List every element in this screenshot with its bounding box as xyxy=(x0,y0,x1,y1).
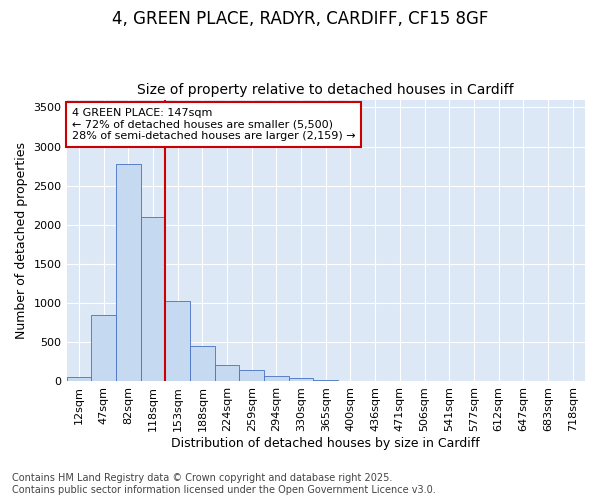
Bar xyxy=(215,365,239,382)
Text: Contains HM Land Registry data © Crown copyright and database right 2025.
Contai: Contains HM Land Registry data © Crown c… xyxy=(12,474,436,495)
Bar xyxy=(264,376,289,382)
Text: 4, GREEN PLACE, RADYR, CARDIFF, CF15 8GF: 4, GREEN PLACE, RADYR, CARDIFF, CF15 8GF xyxy=(112,10,488,28)
Bar xyxy=(338,381,363,382)
Bar xyxy=(289,378,313,382)
Bar xyxy=(140,217,165,382)
Text: 4 GREEN PLACE: 147sqm
← 72% of detached houses are smaller (5,500)
28% of semi-d: 4 GREEN PLACE: 147sqm ← 72% of detached … xyxy=(72,108,355,141)
Bar xyxy=(116,164,140,382)
Bar xyxy=(165,301,190,382)
Bar xyxy=(313,380,338,382)
Bar xyxy=(91,315,116,382)
Bar xyxy=(67,377,91,382)
Y-axis label: Number of detached properties: Number of detached properties xyxy=(15,142,28,339)
Bar xyxy=(239,370,264,382)
Bar xyxy=(190,346,215,382)
Title: Size of property relative to detached houses in Cardiff: Size of property relative to detached ho… xyxy=(137,83,514,97)
X-axis label: Distribution of detached houses by size in Cardiff: Distribution of detached houses by size … xyxy=(172,437,480,450)
